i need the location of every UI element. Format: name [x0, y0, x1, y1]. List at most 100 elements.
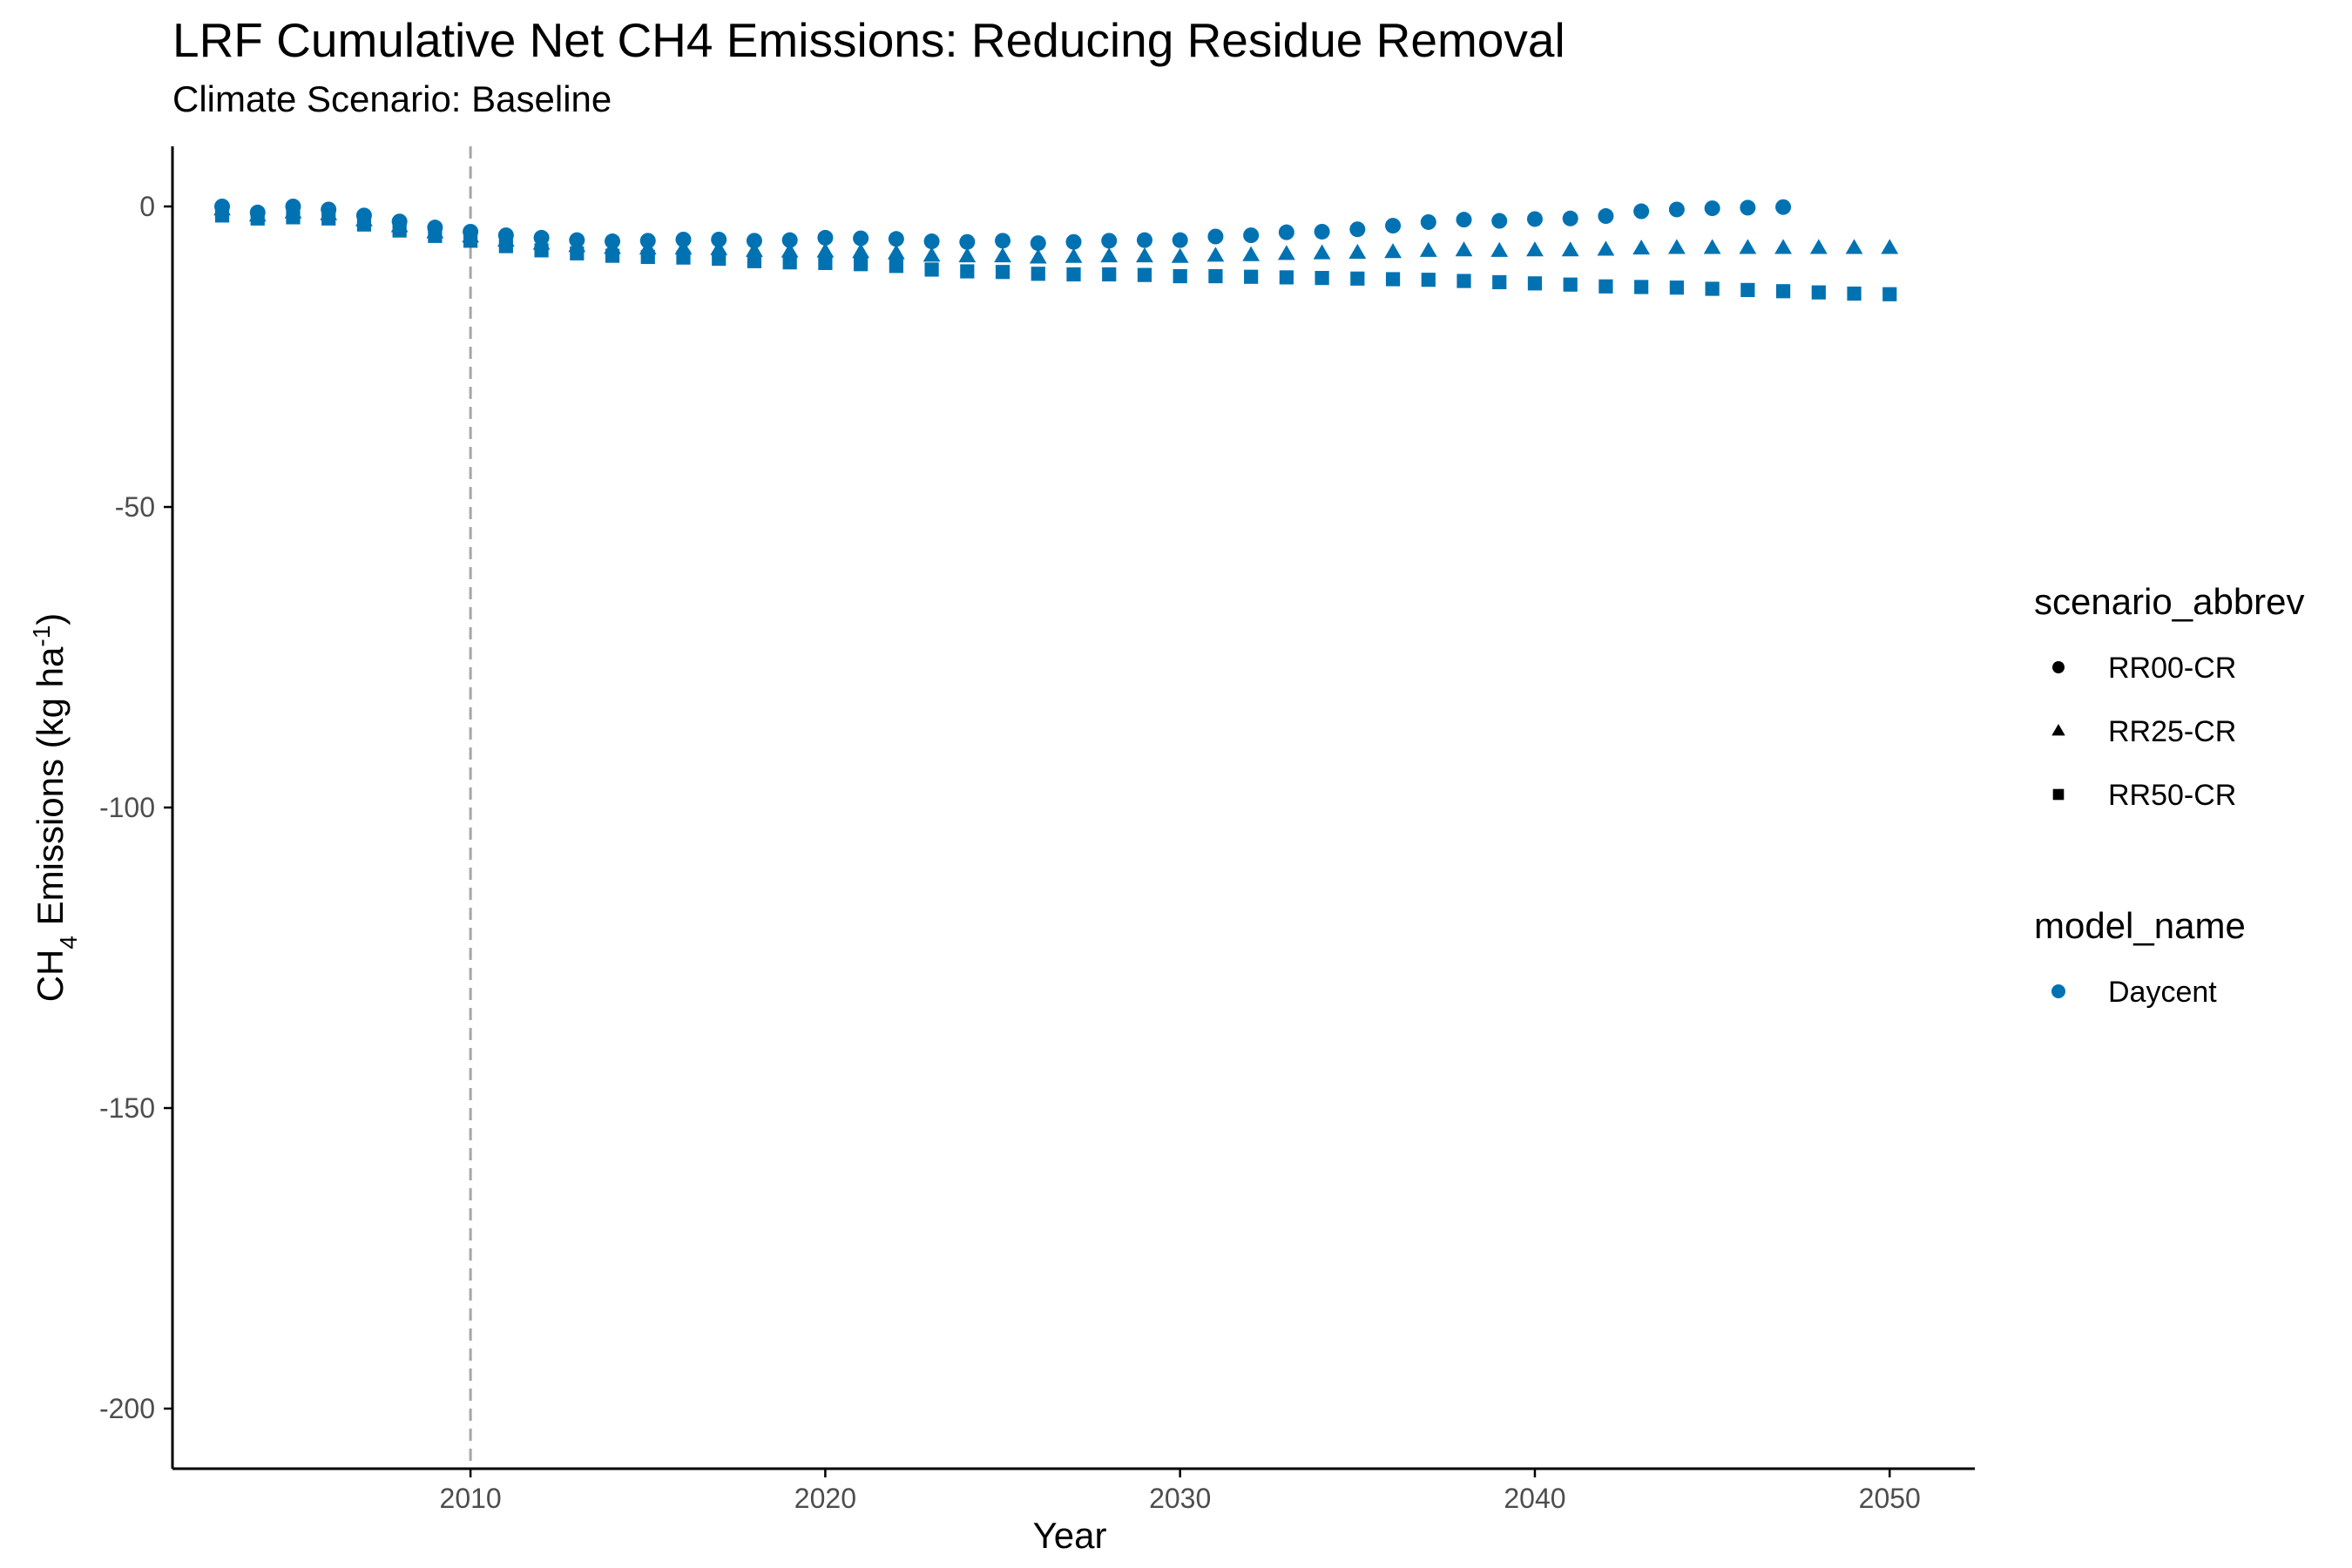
point-rr50-cr-2041	[1563, 277, 1578, 292]
point-rr25-cr-2038	[1455, 241, 1473, 257]
point-rr50-cr-2043	[1634, 280, 1649, 294]
legend-key-rr00-cr	[2052, 661, 2065, 673]
y-tick-label--100: -100	[99, 792, 155, 823]
y-axis-title-subscript: 4	[55, 936, 82, 950]
legend: scenario_abbrev RR00-CR RR25-CR RR50-CR mode…	[2034, 581, 2305, 1009]
point-rr50-cr-2008	[392, 223, 407, 238]
point-rr50-cr-2022	[889, 259, 903, 274]
point-rr00-cr-2045	[1704, 200, 1720, 217]
point-rr50-cr-2045	[1705, 281, 1720, 296]
y-tick-label--150: -150	[99, 1092, 155, 1124]
point-rr00-cr-2036	[1385, 218, 1402, 234]
point-rr50-cr-2037	[1421, 273, 1436, 287]
point-rr00-cr-2016	[675, 231, 692, 247]
y-axis-title-end: )	[30, 613, 71, 625]
point-rr50-cr-2019	[782, 255, 797, 270]
point-rr00-cr-2044	[1668, 201, 1685, 218]
point-rr50-cr-2005	[286, 210, 301, 225]
point-rr25-cr-2050	[1881, 239, 1899, 254]
point-rr00-cr-2043	[1633, 203, 1650, 220]
point-rr25-cr-2035	[1348, 243, 1367, 259]
point-rr25-cr-2031	[1206, 247, 1225, 262]
point-rr00-cr-2033	[1278, 224, 1294, 240]
point-rr50-cr-2004	[250, 211, 265, 226]
point-rr00-cr-2040	[1526, 211, 1543, 227]
point-rr00-cr-2039	[1491, 213, 1508, 229]
point-rr50-cr-2032	[1244, 269, 1259, 284]
point-rr50-cr-2003	[214, 208, 230, 223]
legend-label-rr00-cr: RR00-CR	[2108, 652, 2236, 685]
point-rr50-cr-2017	[712, 251, 727, 267]
point-rr25-cr-2020	[816, 242, 835, 258]
point-rr00-cr-2032	[1243, 227, 1260, 244]
point-rr25-cr-2049	[1845, 239, 1863, 254]
legend-label-rr50-cr: RR50-CR	[2108, 779, 2236, 812]
y-axis-title-superscript: -1	[28, 625, 55, 647]
point-rr25-cr-2045	[1703, 239, 1721, 254]
legend-label-daycent: Daycent	[2108, 976, 2217, 1009]
point-rr50-cr-2014	[605, 248, 620, 263]
point-rr00-cr-2021	[853, 230, 869, 247]
point-rr00-cr-2022	[888, 231, 904, 247]
point-rr50-cr-2039	[1492, 274, 1507, 290]
x-tick-label-2050: 2050	[1859, 1483, 1921, 1514]
legend-label-rr25-cr: RR25-CR	[2108, 715, 2236, 748]
legend-key-rr25-cr	[2051, 724, 2065, 736]
point-rr50-cr-2034	[1315, 271, 1329, 286]
y-tick-label--200: -200	[99, 1393, 155, 1424]
point-rr25-cr-2033	[1277, 245, 1295, 260]
point-rr25-cr-2034	[1313, 244, 1331, 260]
point-rr25-cr-2036	[1384, 243, 1402, 259]
point-rr50-cr-2029	[1137, 267, 1152, 282]
point-rr50-cr-2036	[1385, 272, 1401, 287]
point-rr25-cr-2018	[746, 241, 763, 257]
point-rr25-cr-2048	[1809, 239, 1828, 254]
point-rr25-cr-2041	[1561, 241, 1579, 257]
point-rr50-cr-2050	[1882, 287, 1897, 301]
point-rr50-cr-2012	[534, 243, 549, 258]
plot-area	[213, 146, 1899, 1469]
point-rr00-cr-2034	[1314, 223, 1330, 240]
point-rr00-cr-2030	[1172, 232, 1188, 248]
point-rr00-cr-2042	[1598, 208, 1614, 225]
x-tick-label-2020: 2020	[794, 1483, 856, 1514]
point-rr50-cr-2049	[1847, 286, 1862, 301]
legend-key-daycent	[2051, 984, 2065, 998]
point-rr00-cr-2019	[781, 232, 798, 248]
point-rr50-cr-2026	[1031, 267, 1045, 281]
point-rr25-cr-2037	[1419, 241, 1437, 257]
point-rr25-cr-2028	[1100, 247, 1119, 263]
point-rr50-cr-2011	[498, 239, 513, 253]
axes: 0 -50 -100 -150 -200 2010 2020 2030 2040 2050	[99, 146, 1975, 1514]
point-rr25-cr-2021	[852, 243, 870, 259]
chart-title: LRF Cumulative Net CH4 Emissions: Reduci…	[172, 13, 1565, 67]
point-rr50-cr-2010	[463, 233, 478, 248]
point-rr50-cr-2028	[1102, 267, 1117, 282]
point-rr50-cr-2023	[924, 262, 939, 277]
x-axis-title: Year	[1033, 1515, 1107, 1556]
legend-title-0: scenario_abbrev	[2034, 581, 2305, 622]
point-rr25-cr-2047	[1774, 239, 1792, 254]
point-rr50-cr-2033	[1279, 270, 1294, 285]
point-rr50-cr-2024	[960, 264, 975, 279]
point-rr50-cr-2038	[1456, 274, 1471, 288]
point-rr25-cr-2042	[1597, 240, 1615, 256]
point-rr00-cr-2024	[959, 233, 976, 250]
point-rr25-cr-2024	[958, 247, 977, 263]
point-rr00-cr-2028	[1101, 233, 1118, 249]
x-tick-label-2010: 2010	[440, 1483, 502, 1514]
point-rr50-cr-2046	[1740, 282, 1755, 298]
point-rr00-cr-2038	[1456, 212, 1472, 228]
point-rr00-cr-2037	[1420, 213, 1436, 230]
y-tick-label--50: -50	[115, 491, 155, 523]
point-rr25-cr-2025	[994, 247, 1011, 263]
point-rr50-cr-2030	[1173, 268, 1187, 284]
point-rr00-cr-2031	[1207, 228, 1224, 245]
point-rr50-cr-2015	[640, 249, 655, 265]
point-rr50-cr-2042	[1598, 279, 1613, 294]
point-rr25-cr-2030	[1171, 247, 1189, 263]
point-rr50-cr-2013	[570, 246, 585, 260]
point-rr50-cr-2016	[676, 250, 691, 265]
point-rr50-cr-2009	[428, 228, 443, 243]
